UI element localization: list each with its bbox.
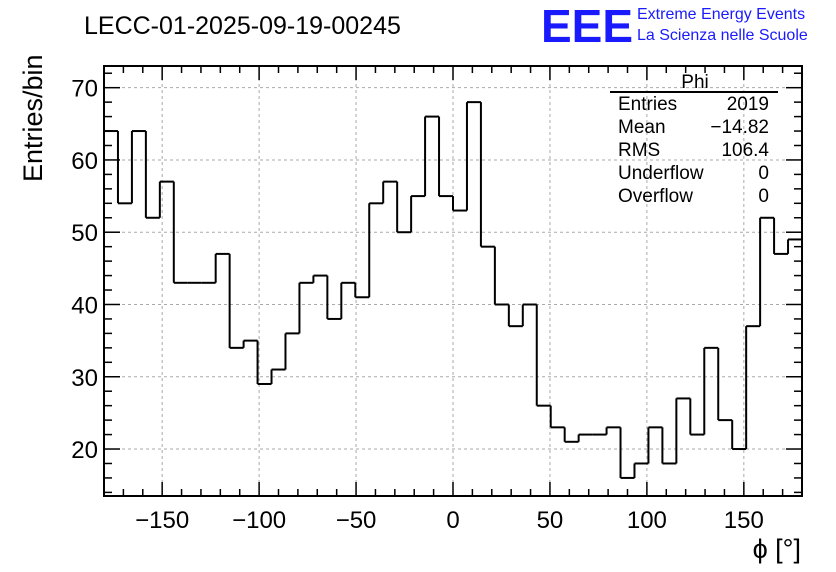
eee-logo: EEE bbox=[541, 0, 633, 52]
axis-ticks bbox=[103, 66, 803, 496]
grid-lines bbox=[104, 66, 802, 496]
stats-row-label: Underflow bbox=[618, 163, 704, 184]
stats-row-value: 0 bbox=[758, 163, 769, 184]
stats-row-value: 0 bbox=[758, 186, 769, 207]
stats-row-label: Entries bbox=[618, 94, 677, 115]
x-tick-label: 150 bbox=[724, 507, 764, 534]
x-tick-label: 0 bbox=[446, 507, 459, 534]
y-tick-label: 40 bbox=[71, 292, 98, 319]
chart-title: LECC-01-2025-09-19-00245 bbox=[84, 12, 401, 40]
y-axis-label: Entries/bin bbox=[18, 54, 48, 182]
x-tick-label: 100 bbox=[627, 507, 667, 534]
y-tick-label: 50 bbox=[71, 220, 98, 247]
x-tick-label: −100 bbox=[232, 507, 286, 534]
stats-row-value: 106.4 bbox=[721, 140, 769, 161]
x-tick-label: −50 bbox=[336, 507, 377, 534]
x-tick-label: −150 bbox=[135, 507, 189, 534]
stats-title: Phi bbox=[681, 72, 708, 93]
plot-border bbox=[103, 65, 803, 497]
y-tick-label: 30 bbox=[71, 365, 98, 392]
x-axis-label: ϕ [°] bbox=[753, 534, 801, 564]
y-tick-label: 20 bbox=[71, 437, 98, 464]
tick-labels: −150 −100 −50 0 50 100 150 20 30 40 50 60 70 bbox=[71, 76, 764, 534]
histogram-series bbox=[104, 101, 802, 479]
stats-row-value: 2019 bbox=[727, 94, 769, 115]
y-tick-label: 70 bbox=[71, 76, 98, 103]
stats-row-label: RMS bbox=[618, 140, 660, 161]
logo-line-2: La Scienza nelle Scuole bbox=[637, 27, 808, 44]
stats-row-value: −14.82 bbox=[710, 117, 769, 138]
x-tick-label: 50 bbox=[537, 507, 564, 534]
plot-frame bbox=[103, 65, 803, 497]
logo-line-1: Extreme Energy Events bbox=[637, 6, 805, 23]
y-tick-label: 60 bbox=[71, 148, 98, 175]
stats-row-label: Overflow bbox=[618, 186, 693, 207]
stats-box: Phi Entries 2019 Mean −14.82 RMS 106.4 Underfl… bbox=[610, 72, 778, 207]
stats-row-label: Mean bbox=[618, 117, 666, 138]
